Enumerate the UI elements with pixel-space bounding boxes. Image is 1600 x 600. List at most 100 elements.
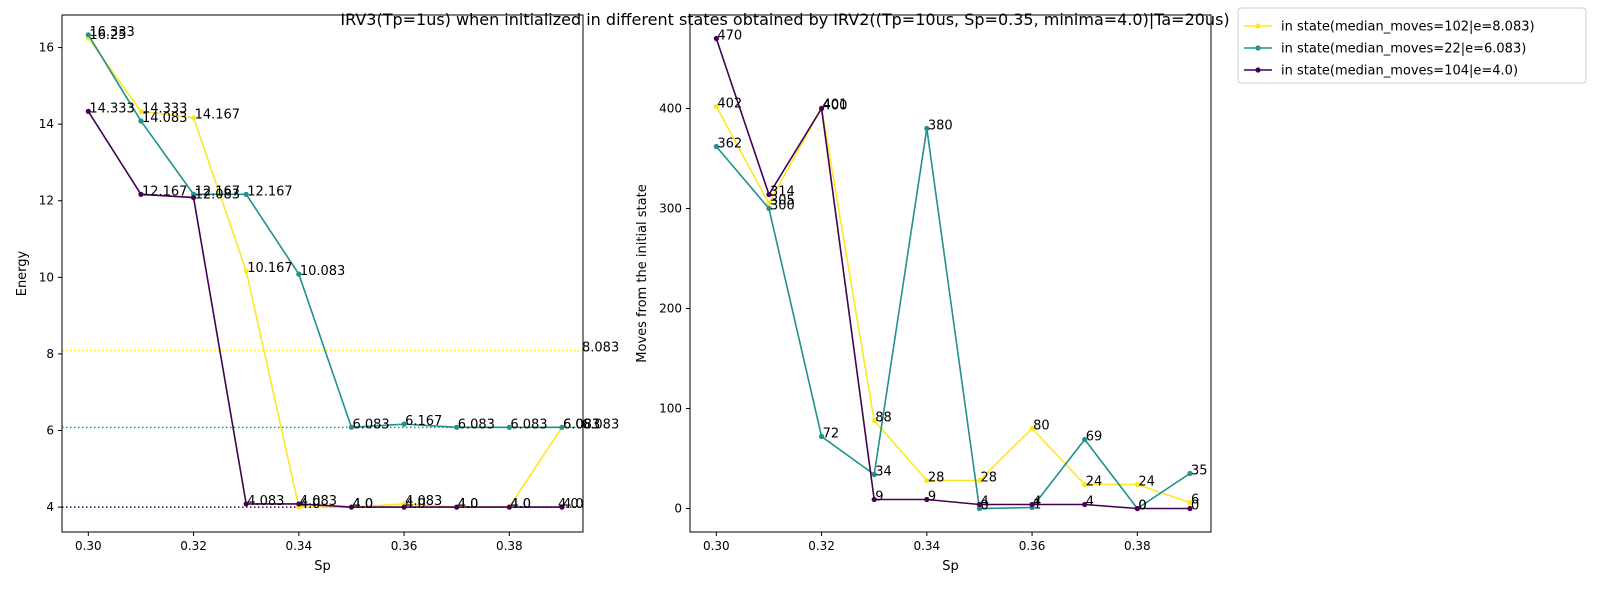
data-point	[1134, 481, 1140, 488]
data-point	[348, 504, 355, 510]
legend-entry: in state(median_moves=102|e=8.083)	[1281, 20, 1535, 35]
data-point	[85, 32, 91, 38]
data-label: 0	[980, 499, 988, 514]
data-label: 9	[928, 490, 936, 505]
data-label: 10.167	[247, 261, 293, 276]
y-tick-label: 300	[659, 202, 682, 216]
data-point	[1187, 470, 1193, 477]
data-label: 6.083	[563, 417, 600, 432]
data-label: 72	[823, 427, 840, 442]
data-point	[401, 421, 407, 427]
x-axis-label: Sp	[942, 559, 959, 574]
legend: in state(median_moves=102|e=8.083)in sta…	[1237, 7, 1587, 84]
y-tick-label: 14	[39, 117, 54, 131]
data-label: 4.083	[300, 494, 337, 509]
data-label: 0	[1191, 499, 1199, 514]
x-tick-label: 0.30	[703, 539, 730, 553]
y-tick-label: 200	[659, 302, 682, 316]
moves-plot: 402 305 401 88 28 28 80 24 24 6 362 300 72 34 380 0 1 69 0…	[635, 14, 1212, 574]
data-point	[1134, 505, 1140, 512]
data-point	[243, 191, 249, 197]
data-point	[559, 504, 565, 510]
data-label: 16.333	[89, 25, 135, 40]
data-label: 6.083	[563, 417, 600, 432]
data-point	[766, 205, 772, 212]
reference-line-label: 8.083	[582, 341, 619, 356]
data-point	[454, 424, 460, 430]
data-label: 12.167	[195, 184, 241, 199]
data-label: 14.083	[142, 111, 188, 126]
data-label: 0	[1138, 499, 1146, 514]
data-point	[871, 496, 877, 503]
series-line	[715, 38, 1190, 510]
legend-marker	[1255, 67, 1261, 73]
x-tick-label: 0.32	[808, 539, 835, 553]
data-point	[559, 424, 565, 430]
data-point	[190, 115, 197, 121]
data-point	[401, 504, 407, 510]
data-point	[138, 118, 144, 124]
data-label: 4	[1033, 495, 1041, 510]
x-axis-label: Sp	[314, 559, 331, 574]
reference-line-label: 4.0	[558, 497, 579, 512]
data-point	[713, 103, 719, 110]
series-line	[87, 110, 562, 508]
data-label: 400	[823, 99, 848, 114]
x-tick-label: 0.36	[391, 539, 418, 553]
y-tick-label: 8	[46, 347, 54, 361]
data-point	[1029, 501, 1035, 508]
axes-frame	[689, 14, 1212, 533]
data-point	[818, 105, 825, 112]
data-point	[1187, 499, 1193, 506]
data-point	[454, 504, 460, 510]
data-label: 6.167	[405, 414, 442, 429]
figure-title: IRV3(Tp=1us) when initialized in differe…	[340, 10, 1229, 29]
data-label: 12.167	[142, 184, 188, 199]
data-label: 4.0	[510, 497, 531, 512]
data-point	[713, 35, 719, 42]
data-label: 4.0	[563, 497, 584, 512]
axes-frame	[61, 14, 584, 533]
x-tick-label: 0.30	[75, 539, 102, 553]
data-label: 4.0	[300, 497, 321, 512]
data-point	[924, 477, 930, 484]
data-label: 0	[1138, 499, 1146, 514]
data-point	[243, 268, 249, 274]
y-tick-label: 12	[39, 194, 54, 208]
x-tick-label: 0.34	[285, 539, 312, 553]
data-point	[296, 501, 302, 507]
data-label: 4	[1086, 495, 1094, 510]
data-label: 4.0	[510, 497, 531, 512]
x-tick-label: 0.34	[913, 539, 940, 553]
data-label: 300	[770, 199, 795, 214]
data-label: 4.0	[458, 497, 479, 512]
data-point	[713, 143, 719, 150]
data-label: 402	[717, 97, 742, 112]
legend-marker	[1255, 45, 1261, 51]
data-label: 6	[1191, 493, 1199, 508]
data-point	[818, 433, 825, 440]
data-label: 4	[980, 495, 988, 510]
data-point	[766, 191, 772, 198]
data-label: 4.083	[247, 494, 284, 509]
y-axis-label: Moves from the initial state	[635, 184, 650, 362]
data-point	[1082, 436, 1088, 443]
data-label: 12.083	[195, 188, 241, 203]
data-label: 69	[1086, 430, 1103, 445]
data-label: 14.333	[142, 101, 188, 116]
x-tick-label: 0.38	[496, 539, 523, 553]
data-label: 6.083	[458, 417, 495, 432]
data-label: 14.167	[195, 108, 241, 123]
y-tick-label: 16	[39, 41, 54, 55]
data-point	[871, 471, 877, 478]
data-label: 4.083	[405, 494, 442, 509]
data-label: 1	[1033, 498, 1041, 513]
data-label: 80	[1033, 419, 1050, 434]
y-tick-label: 400	[659, 102, 682, 116]
data-point	[85, 108, 91, 114]
data-point	[766, 200, 772, 207]
data-label: 470	[717, 29, 742, 44]
data-label: 16.25	[89, 28, 126, 43]
y-tick-label: 10	[39, 270, 54, 284]
